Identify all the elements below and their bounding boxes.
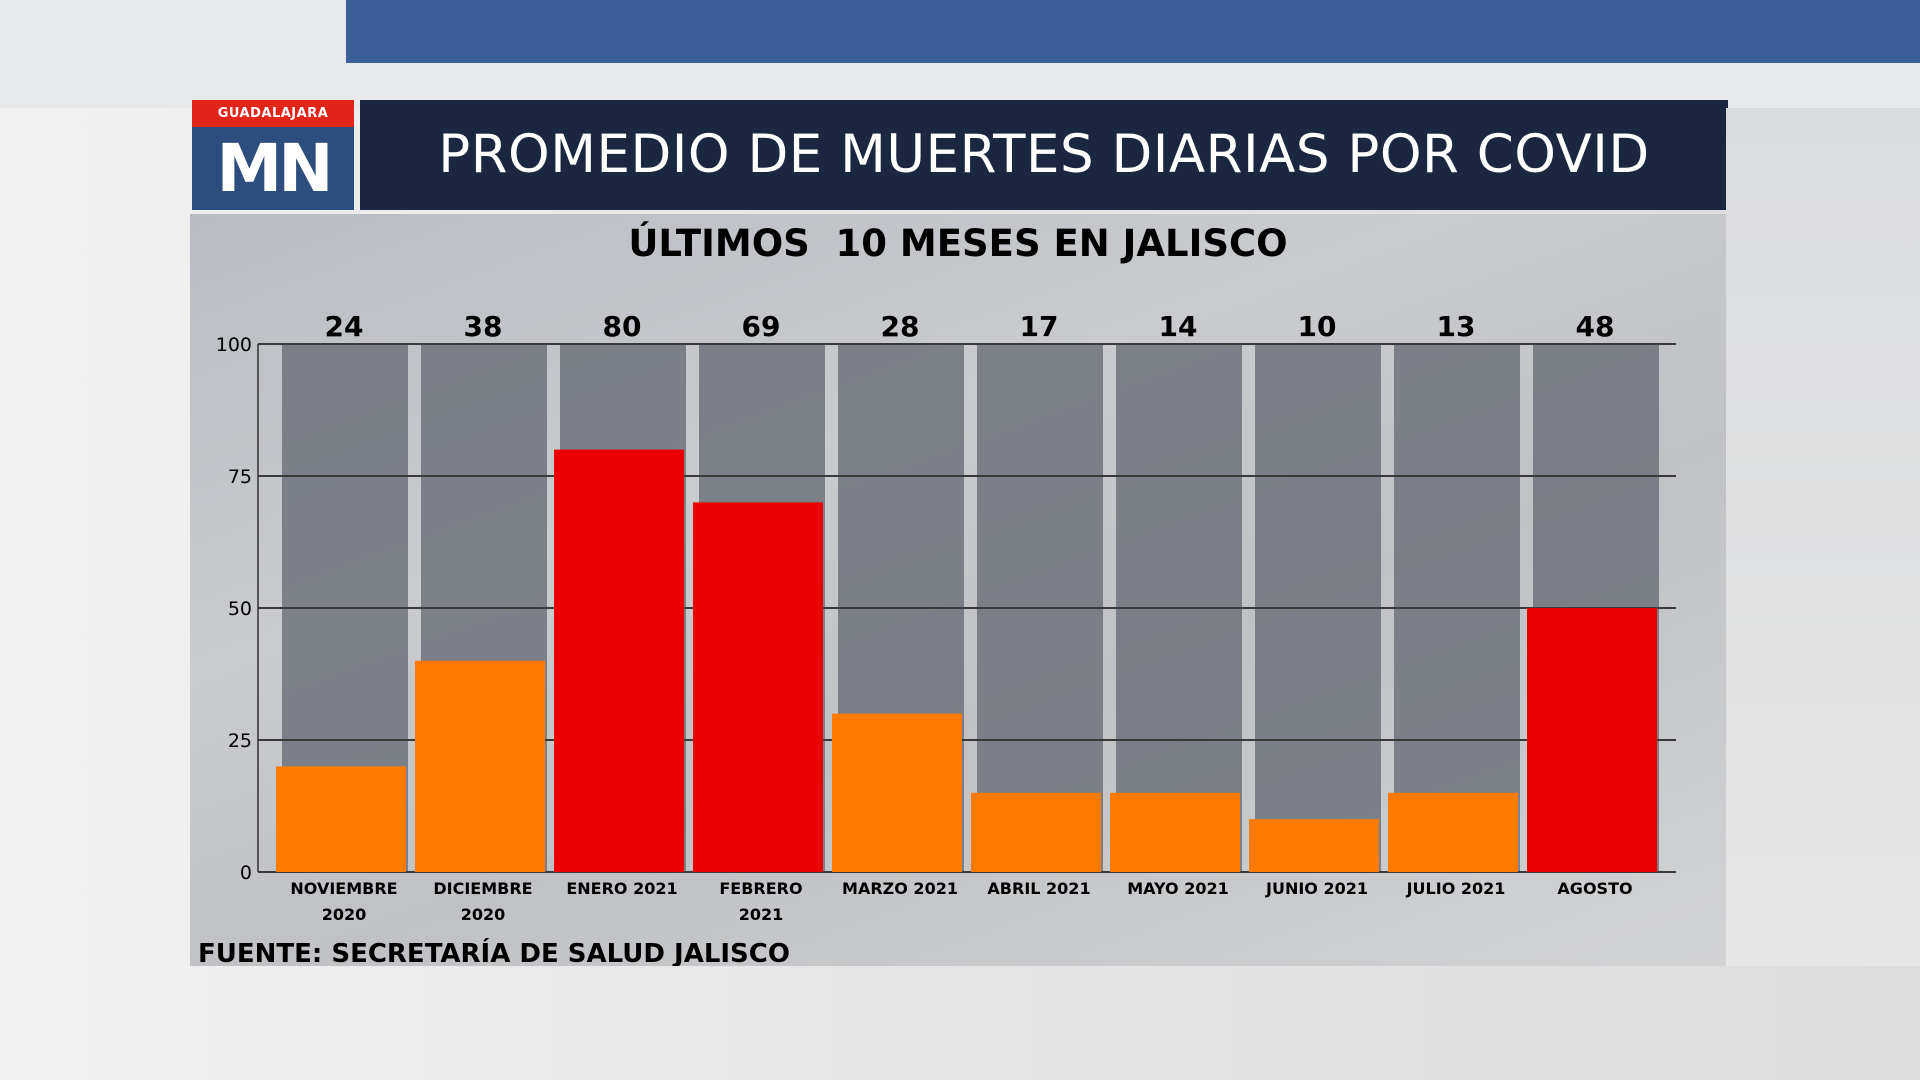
- category-label: 2021: [739, 905, 784, 924]
- data-label: 14: [1159, 310, 1198, 343]
- bar: [1249, 819, 1379, 872]
- category-label: ENERO 2021: [566, 879, 677, 898]
- bar: [1388, 792, 1518, 872]
- background-scenery: [1726, 108, 1920, 966]
- y-tick-labels: 0 25 50 75 100: [216, 334, 252, 884]
- data-label: 69: [742, 310, 781, 343]
- data-label: 38: [464, 310, 503, 343]
- bar-chart: ÚLTIMOS 10 MESES EN JALISCO 24 38 80 69 28 17…: [198, 221, 1676, 966]
- bar: [693, 502, 823, 872]
- category-label: NOVIEMBRE: [290, 879, 397, 898]
- category-label: JULIO 2021: [1406, 879, 1506, 898]
- data-label: 10: [1298, 310, 1337, 343]
- category-labels: NOVIEMBRE 2020 DICIEMBRE 2020 ENERO 2021 FEBR…: [290, 879, 1632, 924]
- chart-panel: ÚLTIMOS 10 MESES EN JALISCO 24 38 80 69 28 17…: [190, 214, 1726, 966]
- data-label: 17: [1020, 310, 1059, 343]
- y-tick-label: 0: [240, 862, 252, 884]
- header-banner: PROMEDIO DE MUERTES DIARIAS POR COVID: [360, 100, 1728, 210]
- bar: [971, 792, 1101, 872]
- data-labels: 24 38 80 69 28 17 14 10 13 48: [325, 310, 1615, 343]
- bar: [832, 713, 962, 872]
- bar: [415, 660, 545, 872]
- category-label: MARZO 2021: [842, 879, 958, 898]
- chart-title: ÚLTIMOS 10 MESES EN JALISCO: [628, 221, 1287, 265]
- data-label: 13: [1437, 310, 1476, 343]
- data-label: 28: [881, 310, 920, 343]
- y-tick-label: 100: [216, 334, 252, 356]
- category-label: ABRIL 2021: [987, 879, 1090, 898]
- bar: [1110, 792, 1240, 872]
- logo-city-label: GUADALAJARA: [192, 100, 354, 127]
- bars: [276, 449, 1657, 872]
- data-label: 48: [1576, 310, 1615, 343]
- category-label: DICIEMBRE: [433, 879, 532, 898]
- source-note: FUENTE: SECRETARÍA DE SALUD JALISCO: [198, 937, 790, 966]
- bar: [554, 449, 684, 872]
- top-bar: [346, 0, 1920, 63]
- logo-mark: MN: [216, 130, 334, 207]
- category-label: MAYO 2021: [1127, 879, 1229, 898]
- page-title: PROMEDIO DE MUERTES DIARIAS POR COVID: [438, 124, 1650, 185]
- y-tick-label: 25: [228, 730, 252, 752]
- bar: [276, 766, 406, 872]
- logo: GUADALAJARA MN: [192, 100, 354, 210]
- y-tick-label: 75: [228, 466, 252, 488]
- category-label: AGOSTO: [1557, 879, 1632, 898]
- bar: [1527, 608, 1657, 872]
- category-label: 2020: [461, 905, 506, 924]
- category-label: 2020: [322, 905, 367, 924]
- category-label: JUNIO 2021: [1265, 879, 1368, 898]
- data-label: 80: [603, 310, 642, 343]
- data-label: 24: [325, 310, 364, 343]
- y-tick-label: 50: [228, 598, 252, 620]
- category-label: FEBRERO: [719, 879, 802, 898]
